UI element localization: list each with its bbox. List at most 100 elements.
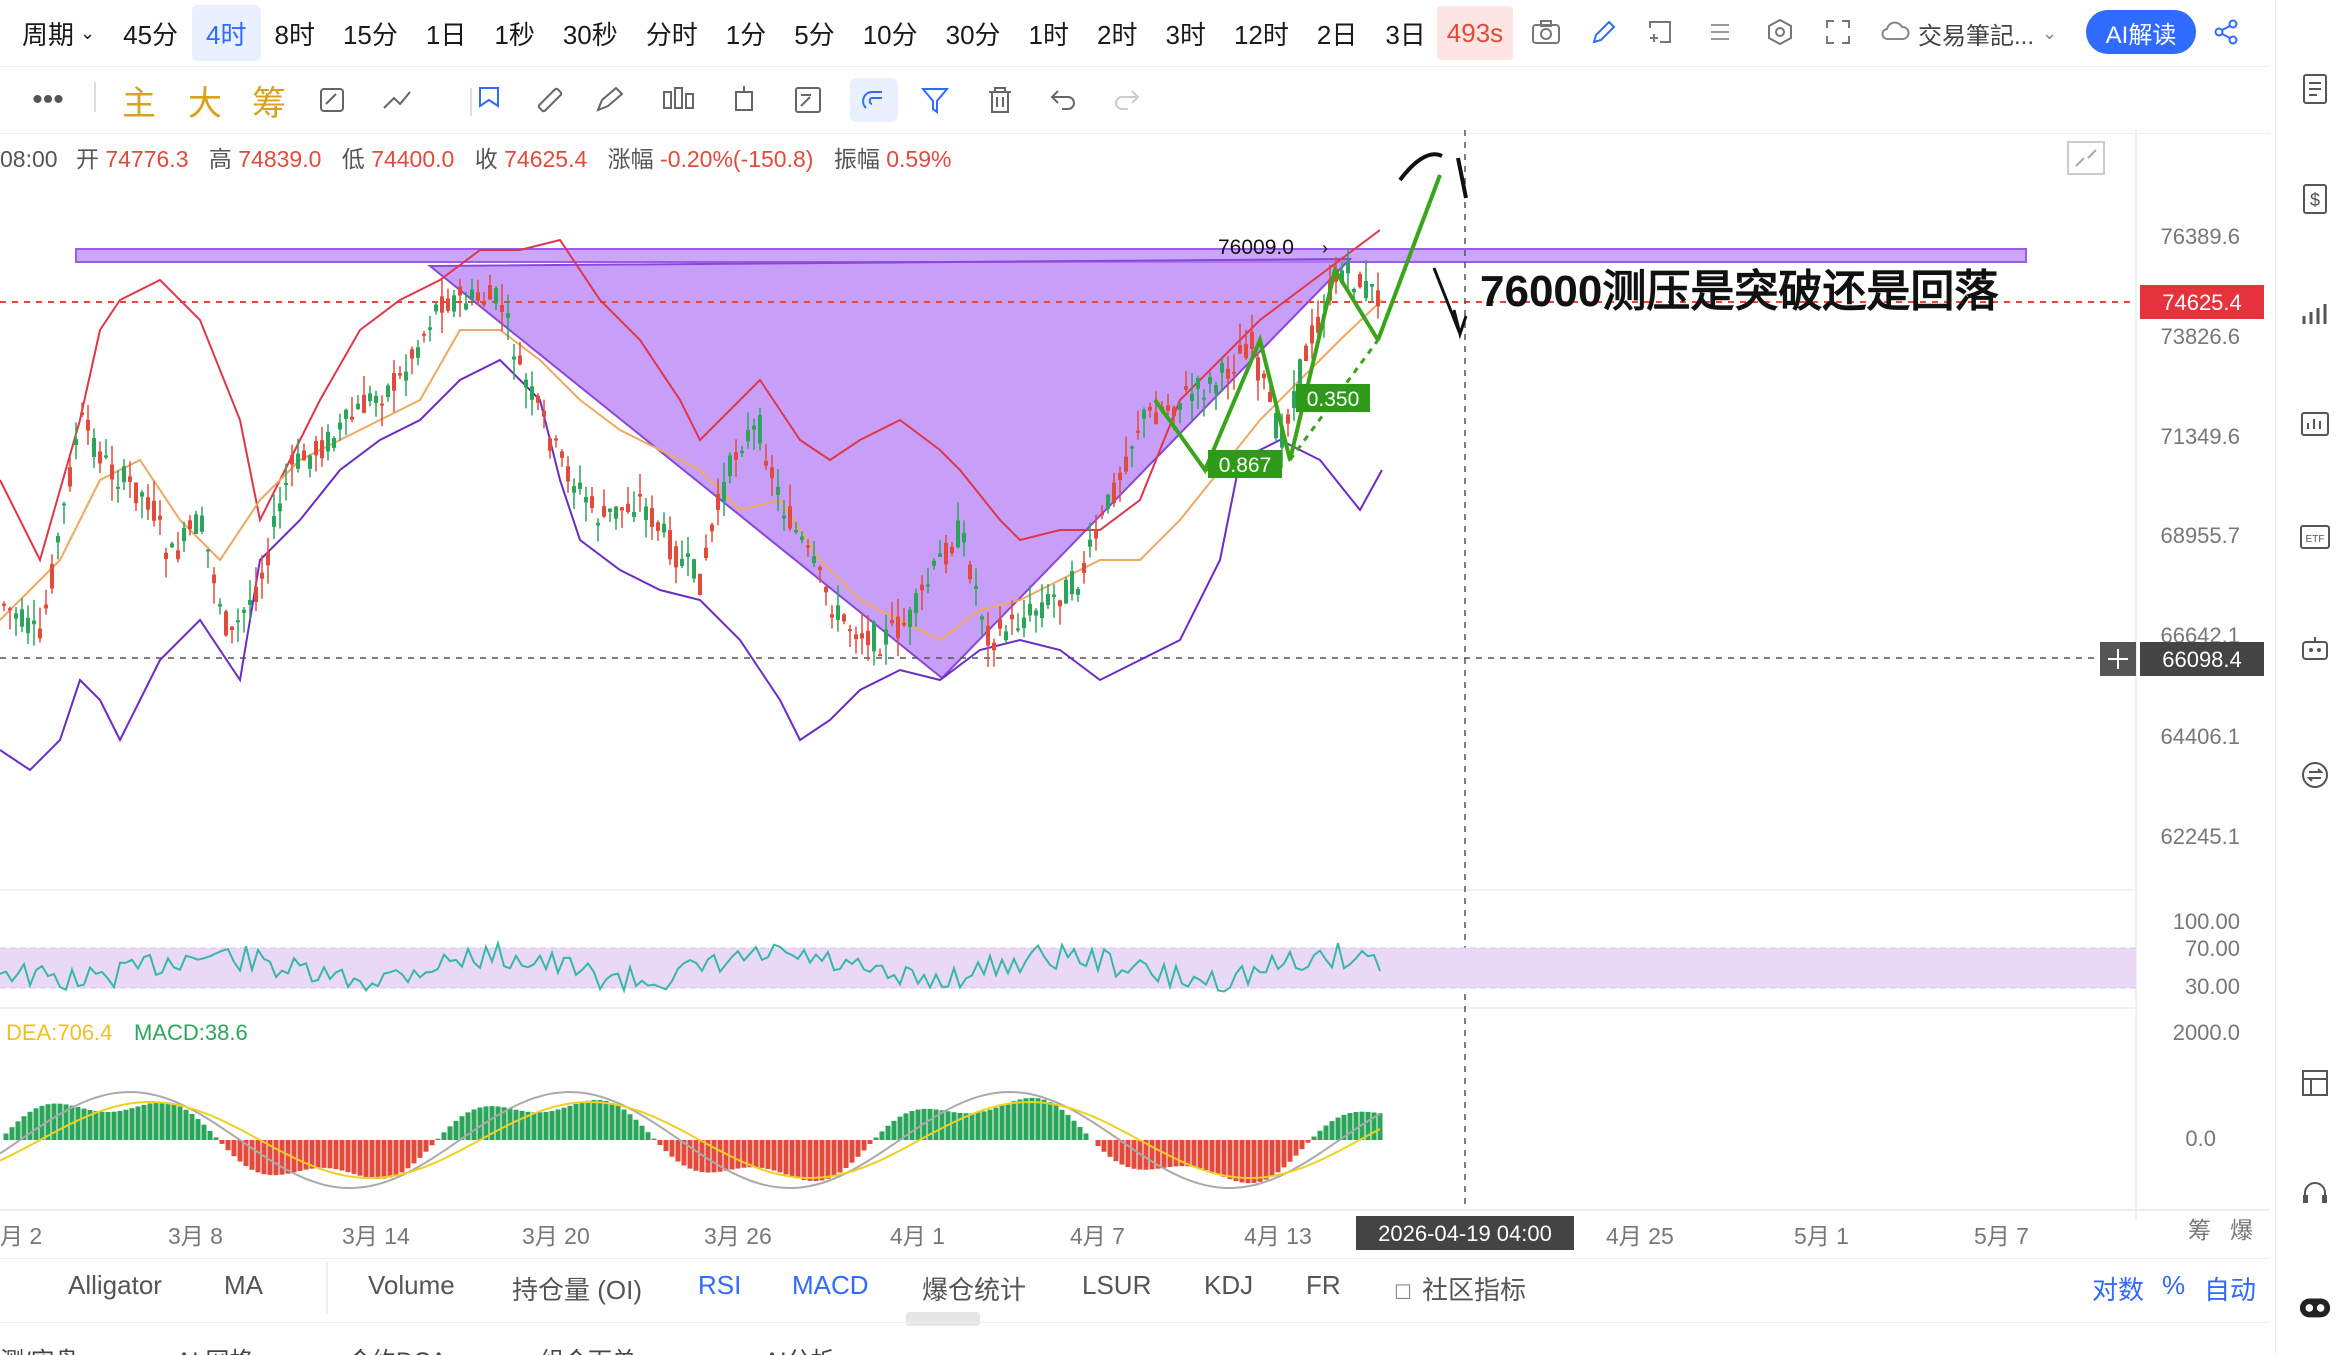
headset-icon[interactable] xyxy=(2298,1176,2332,1210)
timeframe-3d[interactable]: 3日 xyxy=(1371,5,1439,61)
timeframe-12h[interactable]: 12时 xyxy=(1220,5,1303,61)
scale-auto[interactable]: 自动 xyxy=(2204,1270,2256,1307)
timeframe-2d[interactable]: 2日 xyxy=(1303,5,1371,61)
trading-notes-dropdown[interactable]: 交易筆記... ⌄ xyxy=(1880,12,2057,54)
community-indicators[interactable]: ☐社区指标 xyxy=(1394,1270,1526,1307)
etf-icon[interactable]: ETF xyxy=(2298,520,2332,554)
indicator-alligator[interactable]: Alligator xyxy=(68,1270,162,1301)
undo-icon[interactable] xyxy=(1048,78,1078,122)
flag-tool-icon[interactable] xyxy=(474,78,504,122)
sync-drawing-icon[interactable] xyxy=(316,78,348,122)
timeframe-2h[interactable]: 2时 xyxy=(1083,5,1151,61)
tab-ai-analysis[interactable]: AI分析 xyxy=(764,1341,835,1355)
chip-distribution-button[interactable]: 筹 xyxy=(252,78,286,122)
indicator-ma[interactable]: MA xyxy=(224,1270,263,1301)
timeframe-1m[interactable]: 1分 xyxy=(712,5,780,61)
macd-bar xyxy=(898,1117,903,1140)
price-range-icon[interactable] xyxy=(730,78,758,122)
macd-bar xyxy=(1168,1140,1173,1167)
timeframe-period-menu[interactable]: 周期⌄ xyxy=(0,5,109,61)
candle-body xyxy=(794,530,798,532)
timeframe-3h[interactable]: 3时 xyxy=(1151,5,1219,61)
candle-body xyxy=(296,454,300,469)
indicator-panel-icon[interactable] xyxy=(2298,408,2332,442)
swap-icon[interactable] xyxy=(2298,758,2332,792)
indicator-kdj[interactable]: KDJ xyxy=(1204,1270,1253,1301)
candle-pattern-icon[interactable] xyxy=(660,78,696,122)
share-icon[interactable] xyxy=(2208,14,2244,50)
pencil-icon[interactable] xyxy=(1586,14,1622,50)
timeframe-15m[interactable]: 15分 xyxy=(329,5,412,61)
candle-body xyxy=(440,296,444,312)
timeframe-1d[interactable]: 1日 xyxy=(412,5,480,61)
tab-trading[interactable]: 测/实盘 xyxy=(0,1341,79,1355)
robot-icon[interactable] xyxy=(2298,632,2332,666)
camera-icon[interactable] xyxy=(1528,14,1564,50)
scale-percent[interactable]: % xyxy=(2162,1270,2185,1301)
filter-icon[interactable] xyxy=(920,78,950,122)
macd-bar xyxy=(166,1103,171,1140)
timeframe-1s[interactable]: 1秒 xyxy=(480,5,548,61)
svg-text:ETF: ETF xyxy=(2306,534,2325,545)
indicator-macd[interactable]: MACD xyxy=(792,1270,869,1301)
macd-bar xyxy=(256,1140,261,1172)
main-force-button[interactable]: 主 xyxy=(122,78,156,122)
macd-bar xyxy=(1348,1113,1353,1140)
indicator-volume[interactable]: Volume xyxy=(368,1270,455,1301)
trash-icon[interactable] xyxy=(986,78,1014,122)
more-icon[interactable]: ••• xyxy=(30,78,66,122)
timeframe-10m[interactable]: 10分 xyxy=(849,5,932,61)
candle-body xyxy=(1226,369,1230,379)
settings-icon[interactable] xyxy=(1762,14,1798,50)
macd-bar xyxy=(184,1110,189,1140)
macd-bar xyxy=(736,1140,741,1169)
indicator-liquidation-stats[interactable]: 爆仓统计 xyxy=(922,1270,1026,1307)
liquidation-toggle[interactable]: 爆 xyxy=(2230,1217,2253,1243)
document-icon[interactable] xyxy=(2298,72,2332,106)
assistant-bot-icon[interactable] xyxy=(2298,1290,2332,1324)
timeframe-45m[interactable]: 45分 xyxy=(109,5,192,61)
candle-body xyxy=(656,522,660,531)
ai-interpret-button[interactable]: AI解读 xyxy=(2086,10,2196,54)
timeframe-8h[interactable]: 8时 xyxy=(261,5,329,61)
price-chart[interactable]: 0.350 0.867 76009.0 › 76000测压是突破还是回落 763… xyxy=(0,130,2270,1258)
timeframe-1h[interactable]: 1时 xyxy=(1015,5,1083,61)
redo-icon[interactable] xyxy=(1112,78,1142,122)
timeframe-4h[interactable]: 4时 xyxy=(192,5,260,61)
indicator-lsur[interactable]: LSUR xyxy=(1082,1270,1151,1301)
magnet-icon[interactable] xyxy=(850,78,898,122)
timeframe-tick[interactable]: 分时 xyxy=(632,5,712,61)
trend-tool-icon[interactable] xyxy=(380,78,414,122)
macd-bar xyxy=(124,1110,129,1140)
chip-toggle[interactable]: 筹 xyxy=(2188,1217,2211,1243)
divider xyxy=(470,88,472,116)
crosshair-price-tag[interactable]: 66098.4 xyxy=(2100,642,2264,676)
candle-body xyxy=(74,439,78,445)
list-icon[interactable] xyxy=(1702,14,1738,50)
macd-bar xyxy=(1198,1140,1203,1168)
tab-combo-order[interactable]: 组合下单 xyxy=(540,1341,636,1355)
note-edit-icon[interactable] xyxy=(792,78,824,122)
bar-chart-icon[interactable] xyxy=(2298,296,2332,330)
tab-ai-grid[interactable]: AI 网格 xyxy=(176,1341,253,1355)
dollar-document-icon[interactable]: $ xyxy=(2298,182,2332,216)
indicator-open-interest[interactable]: 持仓量 (OI) xyxy=(512,1270,642,1307)
layout-icon[interactable] xyxy=(2298,1066,2332,1100)
timeframe-30m[interactable]: 30分 xyxy=(932,5,1015,61)
macd-bar xyxy=(574,1104,579,1140)
ruler-icon[interactable] xyxy=(534,78,566,122)
add-chart-icon[interactable] xyxy=(1642,14,1678,50)
divider xyxy=(94,82,106,112)
expand-pane-icon[interactable] xyxy=(2068,142,2104,174)
macd-bar xyxy=(250,1140,255,1170)
resistance-zone[interactable] xyxy=(76,249,2026,262)
indicator-rsi[interactable]: RSI xyxy=(698,1270,741,1301)
brush-icon[interactable] xyxy=(594,78,628,122)
fullscreen-icon[interactable] xyxy=(1820,14,1856,50)
big-order-button[interactable]: 大 xyxy=(188,78,222,122)
tab-contract-dca[interactable]: 合约DCA xyxy=(348,1341,447,1355)
scale-log[interactable]: 对数 xyxy=(2092,1270,2144,1307)
indicator-fr[interactable]: FR xyxy=(1306,1270,1341,1301)
timeframe-5m[interactable]: 5分 xyxy=(780,5,848,61)
timeframe-30s[interactable]: 30秒 xyxy=(549,5,632,61)
